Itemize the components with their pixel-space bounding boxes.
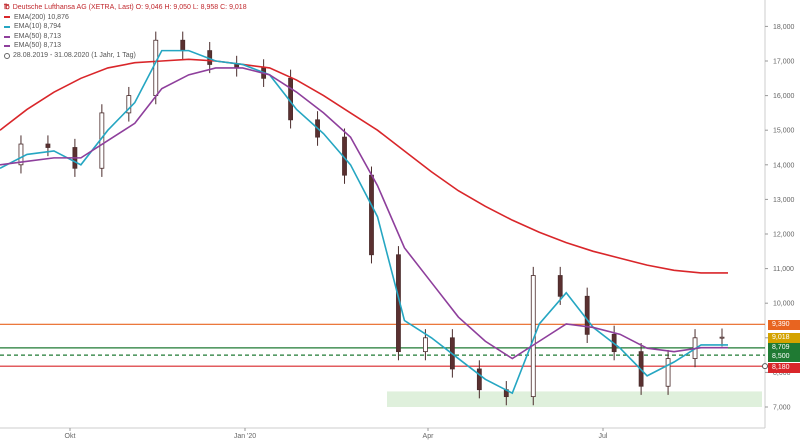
candle-body: [18, 143, 24, 166]
tag-price: 9,018: [768, 333, 800, 343]
legend-label-ema50: EMA(50) 8,713: [14, 32, 62, 40]
ema50b-swatch: [4, 45, 10, 48]
y-tick-label: 11,000: [773, 266, 794, 273]
candle-body: [584, 295, 590, 335]
x-tick-label: Jul: [599, 433, 608, 440]
y-tick-label: 15,000: [773, 128, 795, 135]
y-tick-label: 16,000: [773, 93, 795, 100]
legend-item-ema10: EMA(10) 8,794: [4, 22, 247, 32]
legend-header: ℔ Deutsche Lufthansa AG (XETRA, Last) O:…: [4, 3, 247, 13]
tag-ema10: 8,500: [768, 352, 800, 362]
candle-body: [719, 336, 725, 339]
legend-item-ema50: EMA(50) 8,713: [4, 32, 247, 42]
clock-icon: [4, 52, 10, 59]
series-line-ema10: [0, 49, 728, 395]
series-line-ema200: [0, 58, 728, 274]
ema10-swatch: [4, 25, 10, 28]
ema50-swatch: [4, 35, 10, 38]
y-tick-label: 7,000: [773, 405, 791, 412]
x-tick-label: Apr: [423, 433, 435, 440]
legend-item-ema50-b: EMA(50) 8,713: [4, 41, 247, 51]
y-tick-label: 18,000: [773, 24, 795, 31]
legend-label-ema200: EMA(200) 10,876: [14, 13, 69, 21]
lufthansa-logo-icon: ℔: [4, 4, 10, 11]
series-line-ema50: [0, 67, 728, 360]
y-tick-label: 14,000: [773, 162, 795, 169]
price-marker: [762, 363, 768, 370]
y-tick-label: 17,000: [773, 59, 795, 66]
legend-label-ema10: EMA(10) 8,794: [14, 23, 62, 31]
candle-body: [665, 358, 671, 387]
tag-ema50: 8,709: [768, 343, 800, 353]
tag-resistance: 9,390: [768, 320, 800, 330]
candle-body: [45, 143, 51, 148]
x-tick-label: Jan '20: [234, 433, 256, 440]
y-tick-label: 8,000: [773, 370, 791, 377]
chart-legend: ℔ Deutsche Lufthansa AG (XETRA, Last) O:…: [4, 3, 247, 61]
legend-label-ema50-b: EMA(50) 8,713: [14, 42, 62, 50]
legend-period-text: 28.08.2019 - 31.08.2020 (1 Jahr, 1 Tag): [13, 51, 136, 59]
support-zone: [387, 391, 762, 407]
x-tick-label: Okt: [65, 433, 76, 440]
tag-support: 8,180: [768, 363, 800, 373]
legend-item-ema200: EMA(200) 10,876: [4, 13, 247, 23]
y-tick-label: 12,000: [773, 232, 795, 239]
legend-period: 28.08.2019 - 31.08.2020 (1 Jahr, 1 Tag): [4, 51, 247, 61]
candle-body: [126, 95, 132, 114]
candle-body: [476, 368, 482, 391]
y-tick-label: 13,000: [773, 197, 795, 204]
candle-body: [423, 337, 428, 353]
y-tick-label: 10,000: [773, 301, 795, 308]
candle-body: [369, 174, 374, 256]
candle-body: [557, 275, 563, 297]
ema200-swatch: [4, 16, 10, 19]
legend-header-text: Deutsche Lufthansa AG (XETRA, Last) O: 9…: [12, 4, 247, 11]
